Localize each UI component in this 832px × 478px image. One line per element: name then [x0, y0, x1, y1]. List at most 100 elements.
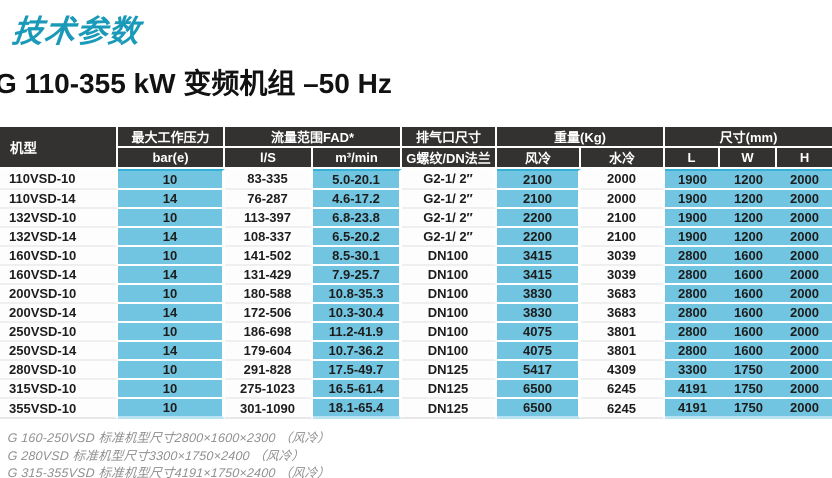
cell-pressure: 14: [118, 342, 225, 361]
cell-dim-h: 2000: [777, 285, 832, 304]
cell-outlet: DN100: [402, 304, 497, 323]
cell-model: 132VSD-10: [0, 209, 118, 228]
cell-dim-w: 1600: [720, 323, 777, 342]
cell-outlet: G2-1/ 2″: [402, 228, 497, 247]
table-header: 机型 最大工作压力 流量范围FAD* 排气口尺寸 重量(Kg) 尺寸(mm) b…: [0, 127, 832, 169]
cell-flow-ls: 275-1023: [225, 380, 313, 399]
cell-outlet: DN125: [402, 380, 497, 399]
cell-weight-air: 3415: [497, 247, 581, 266]
cell-pressure: 10: [118, 247, 225, 266]
cell-weight-water: 4309: [581, 361, 665, 380]
cell-pressure: 10: [118, 380, 225, 399]
header-dims-group: 尺寸(mm): [665, 127, 832, 148]
header-flow-unit-m3: m³/min: [313, 148, 402, 169]
cell-dim-l: 2800: [665, 304, 720, 323]
cell-weight-air: 4075: [497, 323, 581, 342]
cell-weight-water: 3039: [581, 266, 665, 285]
cell-flow-m3: 6.8-23.8: [313, 209, 402, 228]
cell-outlet: G2-1/ 2″: [402, 190, 497, 209]
cell-weight-air: 4075: [497, 342, 581, 361]
cell-model: 110VSD-10: [0, 169, 118, 190]
cell-pressure: 10: [118, 399, 225, 419]
cell-flow-ls: 113-397: [225, 209, 313, 228]
cell-weight-water: 3039: [581, 247, 665, 266]
cell-weight-water: 2100: [581, 228, 665, 247]
cell-dim-w: 1750: [720, 380, 777, 399]
cell-dim-l: 1900: [665, 169, 720, 190]
cell-flow-m3: 4.6-17.2: [313, 190, 402, 209]
cell-dim-l: 4191: [665, 399, 720, 419]
cell-outlet: DN100: [402, 247, 497, 266]
cell-dim-w: 1600: [720, 247, 777, 266]
cell-weight-air: 6500: [497, 380, 581, 399]
cell-dim-h: 2000: [777, 361, 832, 380]
header-pressure-group: 最大工作压力: [118, 127, 225, 148]
cell-dim-w: 1200: [720, 228, 777, 247]
cell-weight-water: 2100: [581, 209, 665, 228]
header-unit-row: bar(e) l/S m³/min G螺纹/DN法兰 风冷 水冷 L W H: [0, 148, 832, 169]
table-row: 315VSD-10 10 275-1023 16.5-61.4 DN125 6500 624…: [0, 380, 832, 399]
header-flow-unit-ls: l/S: [225, 148, 313, 169]
cell-model: 160VSD-10: [0, 247, 118, 266]
table-row: 160VSD-14 14 131-429 7.9-25.7 DN100 3415 3039 2…: [0, 266, 832, 285]
header-flow-group: 流量范围FAD*: [225, 127, 402, 148]
spec-table: 机型 最大工作压力 流量范围FAD* 排气口尺寸 重量(Kg) 尺寸(mm) b…: [0, 127, 832, 419]
cell-model: 250VSD-10: [0, 323, 118, 342]
table-row: 200VSD-10 10 180-588 10.8-35.3 DN100 3830 3683…: [0, 285, 832, 304]
header-group-row: 机型 最大工作压力 流量范围FAD* 排气口尺寸 重量(Kg) 尺寸(mm): [0, 127, 832, 169]
cell-model: 132VSD-14: [0, 228, 118, 247]
cell-dim-l: 1900: [665, 190, 720, 209]
cell-flow-ls: 301-1090: [225, 399, 313, 419]
cell-flow-m3: 10.7-36.2: [313, 342, 402, 361]
table-row: 160VSD-10 10 141-502 8.5-30.1 DN100 3415 3039 2…: [0, 247, 832, 266]
cell-dim-w: 1750: [720, 399, 777, 419]
footnote-3: G 315-355VSD 标准机型尺寸4191×1750×2400 （风冷）: [7, 466, 331, 478]
table-body: 110VSD-10 10 83-335 5.0-20.1 G2-1/ 2″ 2100 200…: [0, 169, 832, 419]
cell-flow-m3: 11.2-41.9: [313, 323, 402, 342]
cell-flow-m3: 17.5-49.7: [313, 361, 402, 380]
header-dim-l: L: [665, 148, 720, 169]
cell-dim-l: 1900: [665, 209, 720, 228]
cell-outlet: DN100: [402, 323, 497, 342]
cell-weight-air: 5417: [497, 361, 581, 380]
cell-outlet: G2-1/ 2″: [402, 169, 497, 190]
cell-dim-h: 2000: [777, 190, 832, 209]
cell-weight-water: 3683: [581, 304, 665, 323]
cell-pressure: 10: [118, 361, 225, 380]
table-row: 280VSD-10 10 291-828 17.5-49.7 DN125 5417 4309…: [0, 361, 832, 380]
footnote-2: G 280VSD 标准机型尺寸3300×1750×2400 （风冷）: [7, 448, 305, 463]
header-outlet-group: 排气口尺寸: [402, 127, 497, 148]
cell-weight-water: 2000: [581, 190, 665, 209]
cell-dim-h: 2000: [777, 209, 832, 228]
cell-flow-ls: 141-502: [225, 247, 313, 266]
cell-dim-l: 2800: [665, 342, 720, 361]
cell-model: 200VSD-14: [0, 304, 118, 323]
header-outlet-unit: G螺纹/DN法兰: [402, 148, 497, 169]
cell-weight-water: 3683: [581, 285, 665, 304]
cell-weight-air: 2200: [497, 228, 581, 247]
cell-dim-w: 1200: [720, 209, 777, 228]
cell-flow-ls: 108-337: [225, 228, 313, 247]
cell-dim-l: 2800: [665, 266, 720, 285]
table-row: 355VSD-10 10 301-1090 18.1-65.4 DN125 6500 624…: [0, 399, 832, 419]
cell-outlet: DN100: [402, 285, 497, 304]
cell-flow-m3: 7.9-25.7: [313, 266, 402, 285]
cell-dim-w: 1750: [720, 361, 777, 380]
table-row: 132VSD-14 14 108-337 6.5-20.2 G2-1/ 2″ 2200 21…: [0, 228, 832, 247]
header-weight-group: 重量(Kg): [497, 127, 665, 148]
cell-outlet: DN125: [402, 361, 497, 380]
cell-outlet: G2-1/ 2″: [402, 209, 497, 228]
header-dim-w: W: [720, 148, 777, 169]
page-title: 技术参数: [10, 14, 142, 49]
footnotes: G 160-250VSD 标准机型尺寸2800×1600×2300 （风冷） G…: [7, 430, 331, 478]
cell-dim-w: 1600: [720, 285, 777, 304]
cell-weight-air: 6500: [497, 399, 581, 419]
cell-weight-water: 2000: [581, 169, 665, 190]
cell-dim-h: 2000: [777, 266, 832, 285]
cell-dim-l: 2800: [665, 285, 720, 304]
cell-weight-air: 2200: [497, 209, 581, 228]
cell-dim-w: 1600: [720, 266, 777, 285]
table-row: 110VSD-14 14 76-287 4.6-17.2 G2-1/ 2″ 2100 200…: [0, 190, 832, 209]
cell-dim-h: 2000: [777, 304, 832, 323]
